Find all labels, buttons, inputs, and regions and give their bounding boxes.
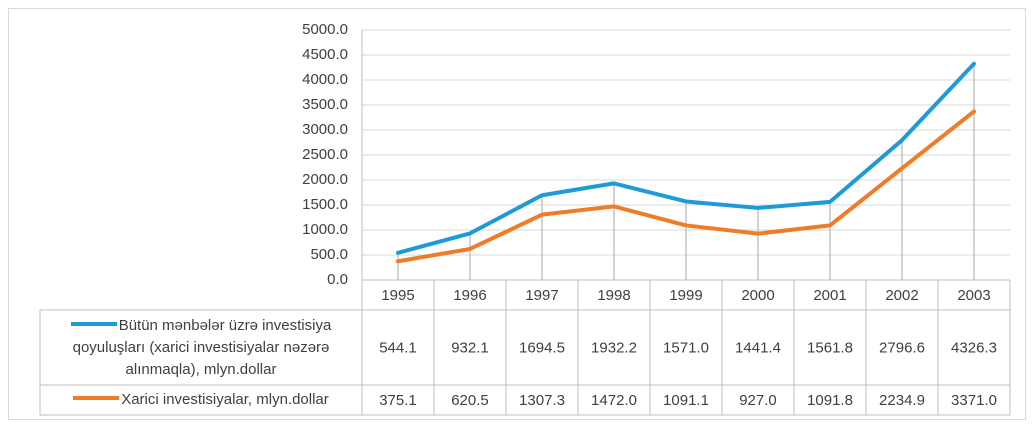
x-tick-label: 2000 — [741, 287, 774, 304]
table-value: 1091.8 — [807, 392, 853, 409]
table-value: 927.0 — [739, 392, 777, 409]
table-value: 1091.1 — [663, 392, 709, 409]
table-value: 932.1 — [451, 339, 489, 356]
legend-entry: Xarici investisiyalar, mlyn.dollar — [40, 385, 362, 415]
x-tick-label: 1995 — [381, 287, 414, 304]
table-value: 1561.8 — [807, 339, 853, 356]
series-line — [396, 109, 976, 264]
y-tick-label: 4000.0 — [302, 71, 348, 88]
table-value: 620.5 — [451, 392, 489, 409]
y-tick-label: 4500.0 — [302, 46, 348, 63]
x-tick-label: 1996 — [453, 287, 486, 304]
table-value: 1441.4 — [735, 339, 781, 356]
y-tick-label: 3500.0 — [302, 96, 348, 113]
legend-entry: Bütün mənbələr üzrə investisiya qoyuluşl… — [40, 310, 362, 385]
legend-text-block: Bütün mənbələr üzrə investisiya qoyuluşl… — [44, 315, 358, 381]
legend-label: Bütün mənbələr üzrə investisiya qoyuluşl… — [72, 316, 332, 378]
table-value: 2234.9 — [879, 392, 925, 409]
table-value: 4326.3 — [951, 339, 997, 356]
x-tick-label: 2002 — [885, 287, 918, 304]
x-tick-label: 2003 — [957, 287, 990, 304]
table-value: 544.1 — [379, 339, 417, 356]
table-value: 1307.3 — [519, 392, 565, 409]
legend-text-block: Xarici investisiyalar, mlyn.dollar — [73, 389, 329, 411]
legend-label: Xarici investisiyalar, mlyn.dollar — [121, 391, 329, 408]
table-value: 3371.0 — [951, 392, 997, 409]
table-value: 1932.2 — [591, 339, 637, 356]
x-tick-label: 1998 — [597, 287, 630, 304]
table-value: 1694.5 — [519, 339, 565, 356]
x-tick-label: 1997 — [525, 287, 558, 304]
x-tick-label: 1999 — [669, 287, 702, 304]
y-tick-label: 500.0 — [310, 246, 348, 263]
series-line — [396, 61, 976, 255]
table-value: 2796.6 — [879, 339, 925, 356]
y-tick-label: 1000.0 — [302, 221, 348, 238]
y-tick-label: 2500.0 — [302, 146, 348, 163]
y-tick-label: 3000.0 — [302, 121, 348, 138]
y-tick-label: 1500.0 — [302, 196, 348, 213]
chart-border — [8, 8, 1026, 420]
x-tick-label: 2001 — [813, 287, 846, 304]
legend-key — [73, 396, 120, 401]
table-value: 1472.0 — [591, 392, 637, 409]
y-tick-label: 5000.0 — [302, 21, 348, 38]
y-tick-label: 0.0 — [327, 271, 348, 288]
y-tick-label: 2000.0 — [302, 171, 348, 188]
table-value: 1571.0 — [663, 339, 709, 356]
table-value: 375.1 — [379, 392, 417, 409]
legend-key — [70, 321, 117, 326]
